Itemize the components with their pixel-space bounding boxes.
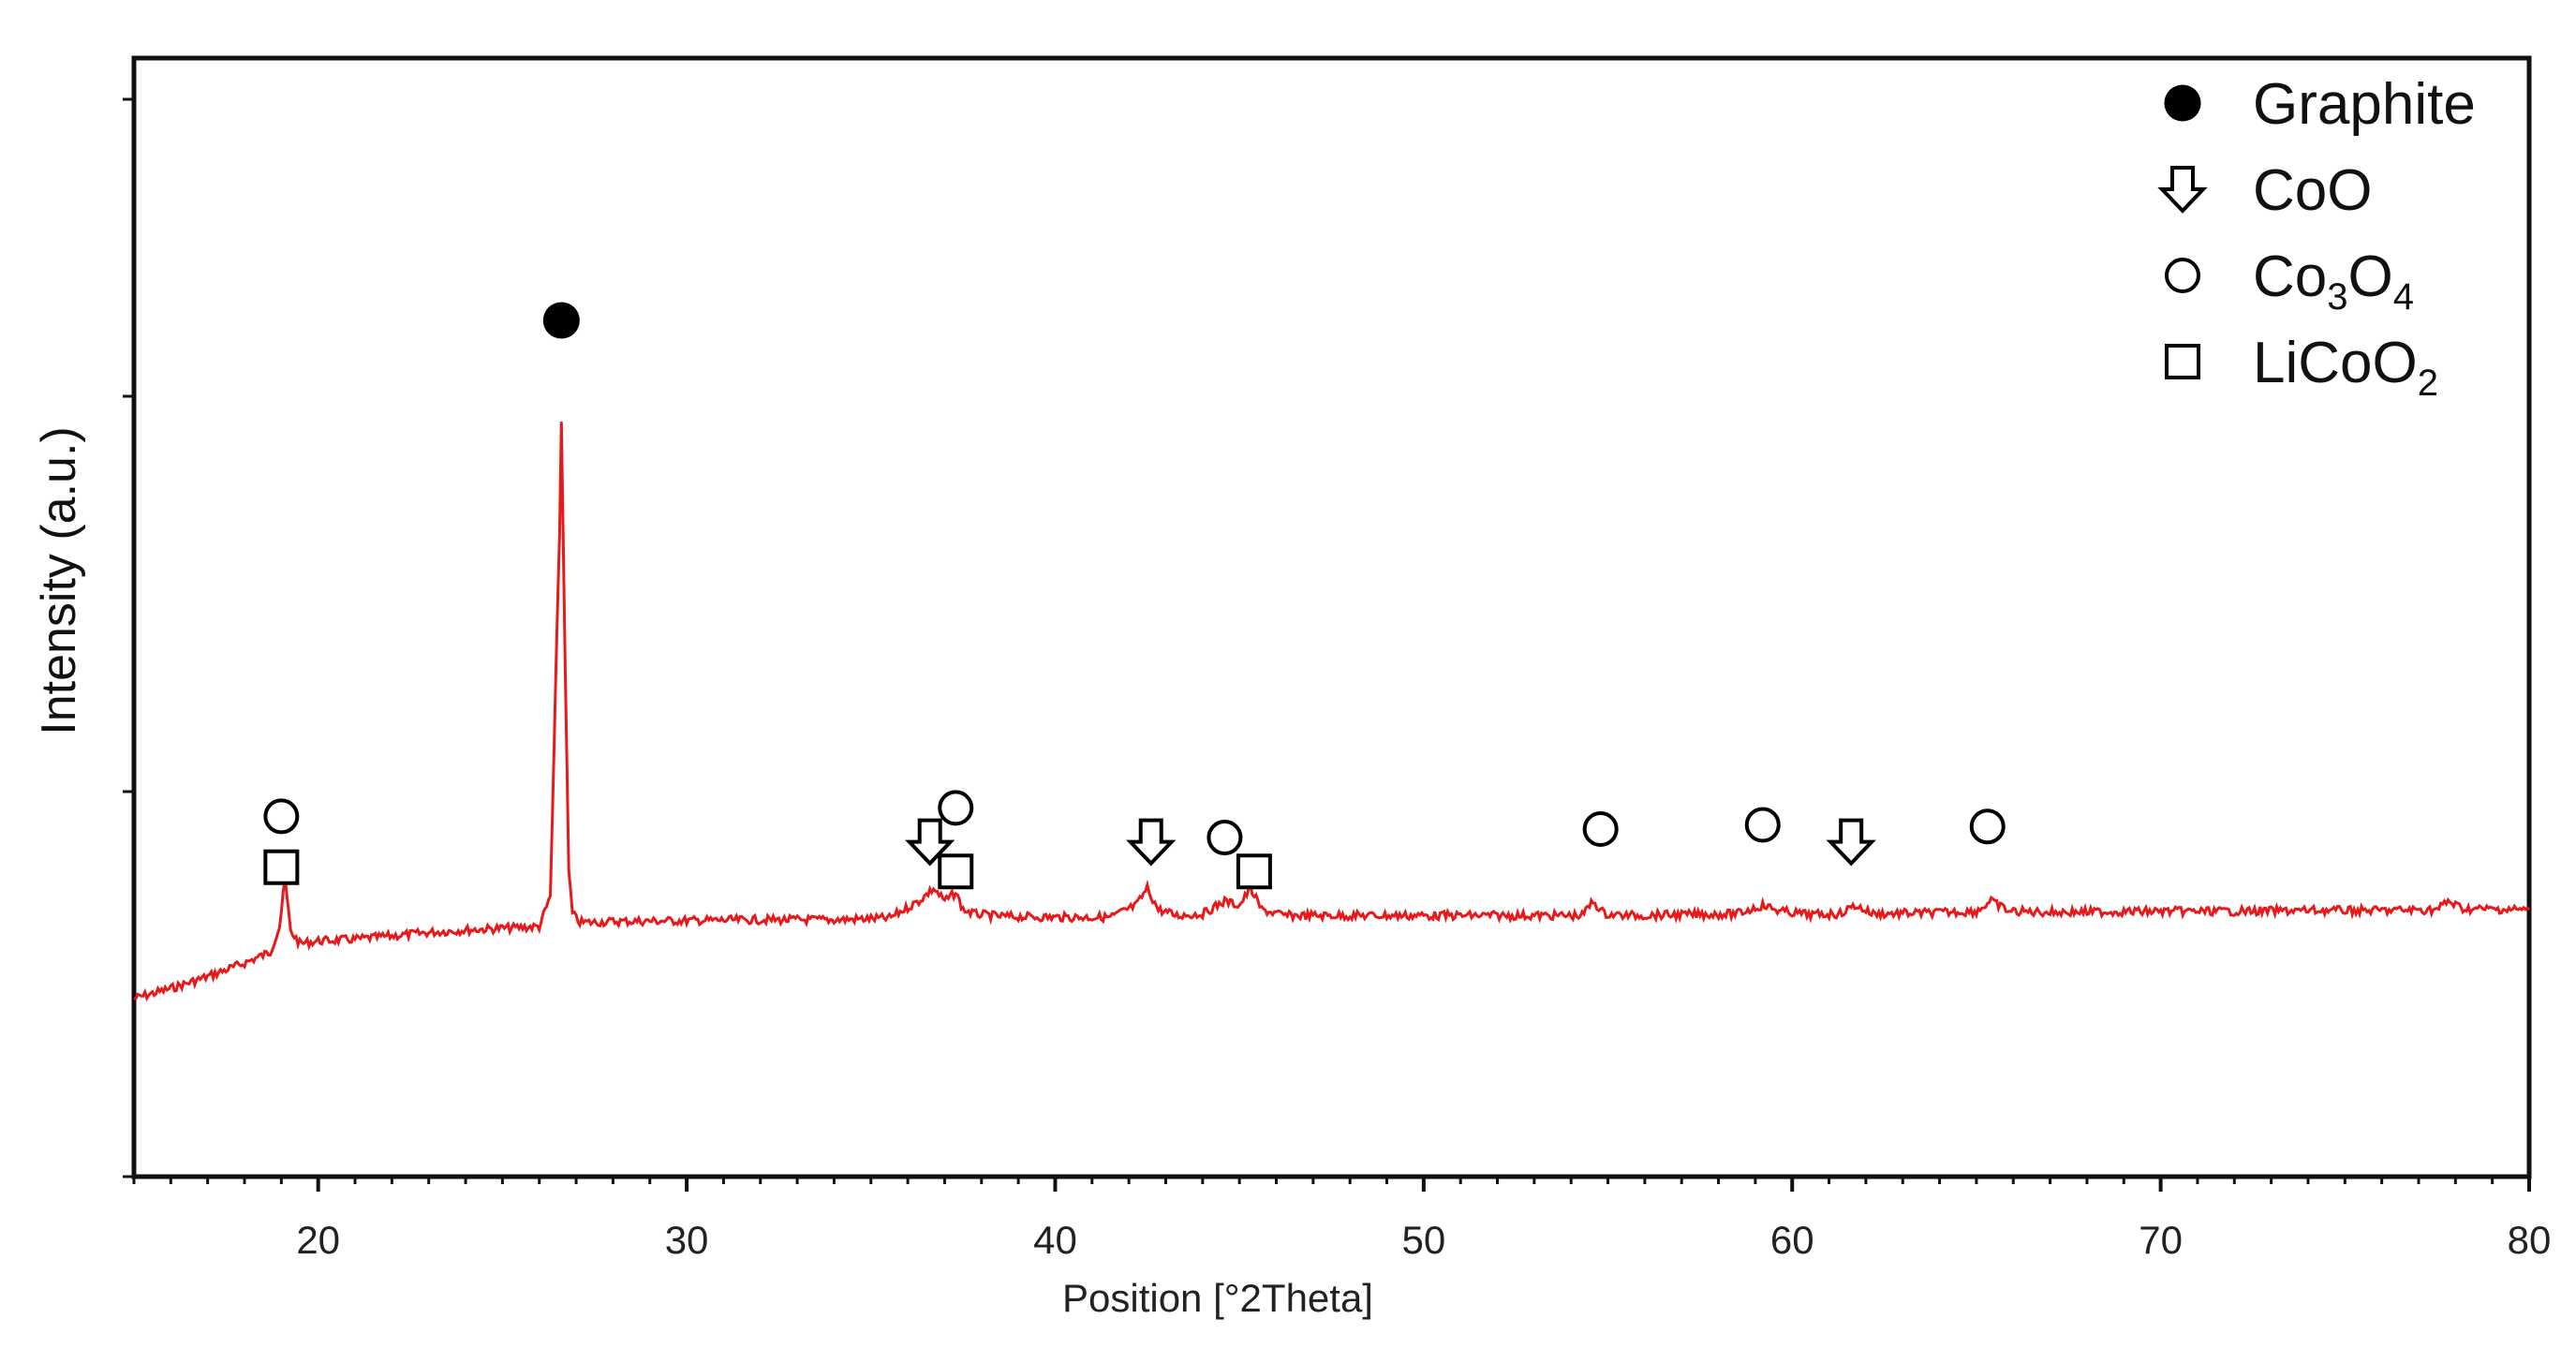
graphite-marker-icon	[2164, 84, 2201, 122]
coo-marker-icon	[1126, 818, 1177, 867]
co3o4-marker-icon	[1582, 811, 1619, 847]
legend: Graphite CoO Co3O4 LiCoO2	[2157, 72, 2476, 404]
coo-marker-icon	[2157, 166, 2208, 214]
coo-marker-icon	[905, 818, 955, 867]
legend-label: Graphite	[2253, 72, 2476, 137]
phase-markers	[263, 302, 2006, 890]
x-axis-title: Position [°2Theta]	[1062, 1276, 1373, 1320]
y-axis	[123, 97, 134, 1179]
co3o4-marker-icon	[263, 798, 300, 835]
x-tick-label: 30	[665, 1218, 709, 1262]
legend-label: LiCoO2	[2253, 331, 2438, 404]
x-tick-label: 40	[1033, 1218, 1077, 1262]
legend-label: Co3O4	[2253, 245, 2414, 318]
co3o4-marker-icon	[938, 790, 974, 826]
licoo2-marker-icon	[263, 849, 300, 885]
licoo2-marker-icon	[938, 853, 974, 890]
co3o4-marker-icon	[1969, 808, 2006, 845]
diffraction-pattern-line	[133, 422, 2531, 1002]
x-tick-label: 60	[1770, 1218, 1814, 1262]
x-tick-label: 70	[2139, 1218, 2183, 1262]
licoo2-marker-icon	[1236, 853, 1272, 890]
co3o4-marker-icon	[1207, 820, 1243, 856]
plot-frame	[131, 55, 2532, 1179]
x-tick-label: 20	[296, 1218, 340, 1262]
coo-marker-icon	[1826, 818, 1876, 867]
licoo2-marker-icon	[2165, 344, 2200, 379]
x-tick-label: 80	[2508, 1218, 2552, 1262]
x-tick-label: 50	[1401, 1218, 1445, 1262]
co3o4-marker-icon	[2165, 258, 2200, 293]
co3o4-marker-icon	[1744, 807, 1781, 843]
legend-label: CoO	[2253, 158, 2372, 223]
y-axis-title: Intensity (a.u.)	[32, 426, 86, 734]
x-axis: 20 30 40 50 60 70 80	[132, 1177, 2552, 1262]
graphite-marker-icon	[542, 302, 580, 339]
